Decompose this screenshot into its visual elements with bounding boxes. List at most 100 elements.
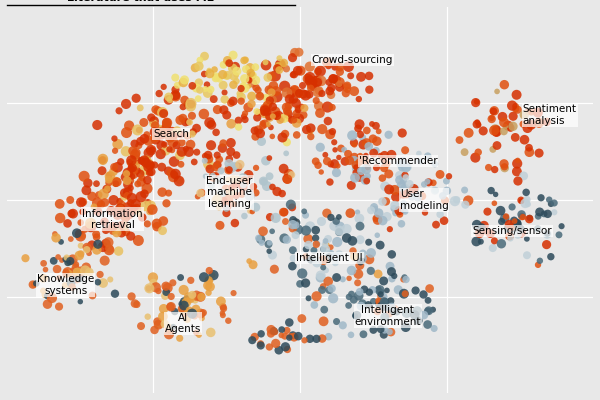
Point xyxy=(333,163,343,169)
Point xyxy=(409,186,419,192)
Point xyxy=(284,334,294,341)
Point xyxy=(513,232,523,238)
Point xyxy=(398,157,407,163)
Point xyxy=(394,172,404,178)
Point xyxy=(76,219,86,226)
Point xyxy=(76,242,86,249)
Point xyxy=(385,328,394,335)
Point xyxy=(374,286,383,293)
Point xyxy=(72,230,82,236)
Point xyxy=(65,197,75,203)
Point xyxy=(227,164,237,170)
Point xyxy=(323,104,332,110)
Point xyxy=(311,241,321,248)
Point xyxy=(154,288,163,294)
Point xyxy=(213,195,223,202)
Point xyxy=(335,79,344,86)
Point xyxy=(497,218,506,225)
Point xyxy=(452,197,461,203)
Point xyxy=(554,232,564,238)
Point xyxy=(394,286,403,293)
Point xyxy=(239,57,249,64)
Point xyxy=(358,156,367,163)
Point xyxy=(193,96,203,102)
Point xyxy=(104,180,113,186)
Point xyxy=(176,161,186,168)
Point xyxy=(214,190,224,197)
Point xyxy=(78,209,88,215)
Point xyxy=(143,177,152,184)
Point xyxy=(193,193,203,200)
Point xyxy=(28,281,38,288)
Point xyxy=(239,182,248,188)
Point xyxy=(127,164,137,170)
Point xyxy=(196,294,205,300)
Point xyxy=(113,212,122,218)
Point xyxy=(491,191,500,198)
Point xyxy=(288,72,298,78)
Point xyxy=(287,89,296,96)
Point xyxy=(391,210,400,216)
Point xyxy=(325,131,335,138)
Point xyxy=(288,222,298,228)
Point xyxy=(401,191,411,197)
Point xyxy=(82,246,92,253)
Point xyxy=(145,162,155,168)
Point xyxy=(244,77,254,84)
Point xyxy=(178,306,188,313)
Point xyxy=(191,292,201,299)
Point xyxy=(230,162,240,169)
Point xyxy=(320,152,330,158)
Point xyxy=(185,307,194,313)
Point xyxy=(259,178,268,184)
Point xyxy=(123,170,133,176)
Point xyxy=(93,208,103,215)
Point xyxy=(111,180,121,187)
Point xyxy=(303,76,313,82)
Point xyxy=(400,186,410,192)
Point xyxy=(316,169,326,175)
Point xyxy=(85,269,94,275)
Point xyxy=(271,329,280,335)
Point xyxy=(164,168,173,174)
Point xyxy=(212,162,222,168)
Point xyxy=(365,256,374,262)
Point xyxy=(313,68,323,75)
Point xyxy=(336,145,346,152)
Point xyxy=(389,306,399,312)
Point xyxy=(278,134,287,141)
Point xyxy=(356,168,366,174)
Point xyxy=(185,119,194,125)
Point xyxy=(512,160,522,167)
Point xyxy=(317,126,327,132)
Point xyxy=(122,192,132,199)
Point xyxy=(82,264,91,270)
Point xyxy=(332,239,342,245)
Point xyxy=(82,187,91,194)
Point xyxy=(517,230,526,236)
Point xyxy=(192,125,202,131)
Point xyxy=(526,109,536,115)
Point xyxy=(258,123,268,129)
Point xyxy=(322,158,332,164)
Point xyxy=(199,111,209,117)
Point xyxy=(362,127,371,134)
Point xyxy=(438,193,448,199)
Point xyxy=(306,125,316,131)
Point xyxy=(359,286,369,292)
Point xyxy=(372,138,382,144)
Point xyxy=(206,86,215,93)
Point xyxy=(509,217,519,224)
Point xyxy=(444,173,454,180)
Point xyxy=(293,105,303,112)
Text: Knowledge
systems: Knowledge systems xyxy=(37,274,94,296)
Point xyxy=(319,283,328,290)
Point xyxy=(281,66,291,72)
Point xyxy=(470,154,480,161)
Point xyxy=(397,220,406,227)
Point xyxy=(520,136,529,143)
Point xyxy=(335,228,344,234)
Point xyxy=(280,209,289,215)
Point xyxy=(203,90,212,96)
Point xyxy=(108,228,118,234)
